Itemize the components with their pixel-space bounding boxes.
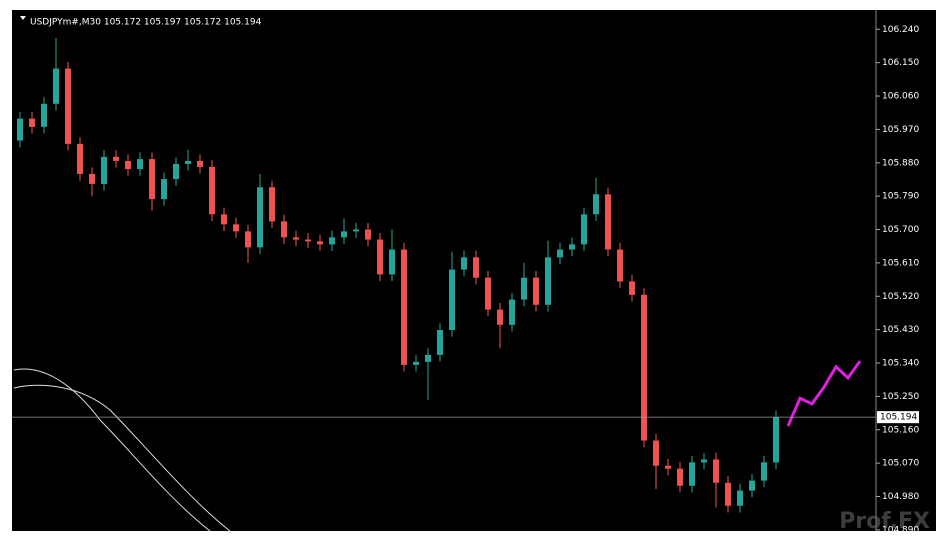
chart-title: USDJPYm#,M30 105.172 105.197 105.172 105… xyxy=(30,18,262,28)
candle-body xyxy=(377,239,383,275)
y-tick-label: 105.880 xyxy=(882,158,919,168)
candle-body xyxy=(173,163,179,180)
candle-body xyxy=(149,159,155,200)
candle-body xyxy=(509,299,515,325)
candle-body xyxy=(185,160,191,164)
y-tick-label: 106.060 xyxy=(882,92,919,102)
candle-body xyxy=(701,459,707,463)
y-tick-label: 106.240 xyxy=(882,25,919,35)
candle-body xyxy=(557,249,563,258)
candle-body xyxy=(641,294,647,441)
candle-body xyxy=(413,361,419,365)
indicator xyxy=(13,368,231,531)
y-tick-label: 105.520 xyxy=(882,292,919,302)
candle-body xyxy=(113,156,119,161)
y-tick-label: 105.160 xyxy=(882,425,919,435)
y-tick-label: 105.790 xyxy=(882,192,919,202)
y-tick-label: 105.070 xyxy=(882,459,919,469)
candle-body xyxy=(353,229,359,232)
candle-body xyxy=(581,214,587,245)
forecast-line xyxy=(786,360,862,427)
indicator-line xyxy=(13,384,231,531)
candle-body xyxy=(269,187,275,222)
candle-body xyxy=(137,159,143,170)
y-tick-label: 105.970 xyxy=(882,125,919,135)
candle-body xyxy=(593,194,599,215)
candle-body xyxy=(605,194,611,250)
candle-body xyxy=(209,166,215,215)
candle-body xyxy=(29,118,35,127)
candle-body xyxy=(161,179,167,200)
candle-body xyxy=(533,277,539,305)
candle-body xyxy=(221,214,227,225)
candle-body xyxy=(257,187,263,248)
candle-body xyxy=(725,482,731,506)
price-axis xyxy=(876,10,936,531)
candle-body xyxy=(449,269,455,331)
y-tick-label: 105.250 xyxy=(882,392,919,402)
candle-body xyxy=(401,249,407,365)
y-tick-label: 104.890 xyxy=(882,525,919,535)
y-tick-label: 104.980 xyxy=(882,492,919,502)
candle-body xyxy=(437,330,443,355)
candle-body xyxy=(497,309,503,325)
candle-body xyxy=(761,462,767,481)
current-price-label: 105.194 xyxy=(880,413,917,423)
candle-body xyxy=(545,257,551,305)
candle-body xyxy=(689,462,695,486)
candle-body xyxy=(617,249,623,282)
candle-body xyxy=(65,68,71,144)
candle-body xyxy=(53,68,59,104)
y-tick-label: 105.340 xyxy=(882,359,919,369)
candle-body xyxy=(389,249,395,275)
candle-body xyxy=(125,160,131,170)
candle-body xyxy=(77,143,83,174)
candle-body xyxy=(461,257,467,270)
candle-body xyxy=(41,103,47,127)
y-tick-label: 105.610 xyxy=(882,258,919,268)
y-tick-label: 106.150 xyxy=(882,58,919,68)
candle-body xyxy=(653,440,659,466)
candle-body xyxy=(521,277,527,300)
candle-body xyxy=(317,241,323,245)
candle-body xyxy=(17,118,23,141)
candle-body xyxy=(197,160,203,167)
candle-body xyxy=(233,224,239,232)
candle-body xyxy=(629,281,635,295)
candle-body xyxy=(365,229,371,240)
menu-arrow[interactable] xyxy=(20,16,26,20)
candle-body xyxy=(293,237,299,240)
candle-body xyxy=(485,277,491,310)
candle-body xyxy=(425,354,431,362)
watermark: Prof.FX xyxy=(839,509,930,534)
candle-body xyxy=(245,231,251,248)
candle-body xyxy=(677,468,683,486)
candle-body xyxy=(713,459,719,483)
candle-body xyxy=(101,156,107,184)
candle-body xyxy=(665,465,671,469)
candle-body xyxy=(749,480,755,491)
candle-body xyxy=(281,221,287,238)
plot-area xyxy=(12,10,876,531)
current-price-box xyxy=(877,411,919,424)
candle-body xyxy=(773,417,779,463)
indicator-line xyxy=(13,368,211,531)
candle-body xyxy=(329,237,335,245)
candle-body xyxy=(89,173,95,184)
candle-body xyxy=(569,244,575,250)
candle-body xyxy=(305,239,311,242)
candle-body xyxy=(341,231,347,238)
y-tick-label: 105.430 xyxy=(882,325,919,335)
candle-body xyxy=(473,257,479,278)
candle-body xyxy=(737,490,743,506)
y-tick-label: 105.700 xyxy=(882,225,919,235)
